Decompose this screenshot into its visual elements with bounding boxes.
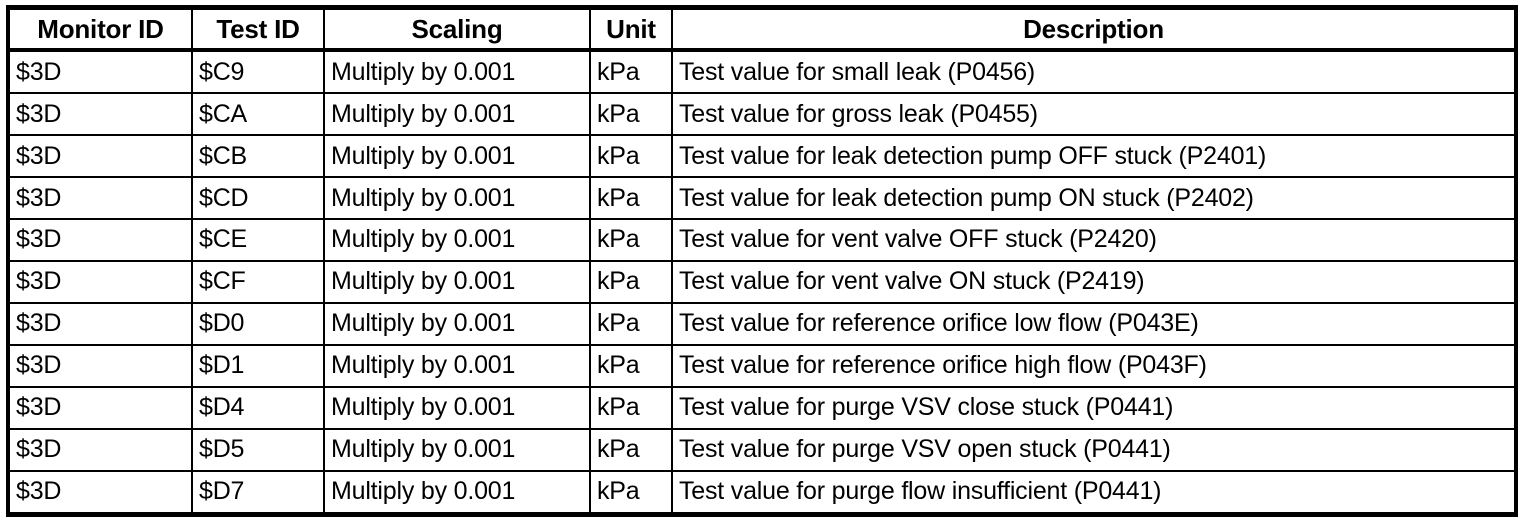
table-cell: Test value for reference orifice high fl… bbox=[671, 343, 1517, 388]
table-cell: Multiply by 0.001 bbox=[323, 301, 591, 346]
table-cell: $3D bbox=[7, 343, 193, 388]
column-header-test-id: Test ID bbox=[191, 6, 325, 52]
table-body: $3D $C9 Multiply by 0.001 kPa Test value for… bbox=[7, 48, 1517, 516]
table-cell: $CA bbox=[191, 92, 325, 137]
table-cell: $D0 bbox=[191, 301, 325, 346]
table-cell: kPa bbox=[589, 385, 673, 430]
table-row: $3D $CA Multiply by 0.001 kPa Test value for… bbox=[7, 92, 1517, 137]
table-cell: $3D bbox=[7, 259, 193, 304]
table-row: $3D $CF Multiply by 0.001 kPa Test value for… bbox=[7, 259, 1517, 304]
table-cell: Test value for gross leak (P0455) bbox=[671, 92, 1517, 137]
table-cell: $3D bbox=[7, 301, 193, 346]
table-cell: Multiply by 0.001 bbox=[323, 343, 591, 388]
table-cell: Multiply by 0.001 bbox=[323, 134, 591, 179]
table-cell: $D1 bbox=[191, 343, 325, 388]
table-cell: $C9 bbox=[191, 48, 325, 95]
table-cell: $3D bbox=[7, 385, 193, 430]
table-row: $3D $CB Multiply by 0.001 kPa Test value for… bbox=[7, 134, 1517, 179]
table-cell: $3D bbox=[7, 427, 193, 472]
table-cell: $3D bbox=[7, 176, 193, 221]
table-cell: Multiply by 0.001 bbox=[323, 176, 591, 221]
table-cell: $3D bbox=[7, 48, 193, 95]
table-cell: $D7 bbox=[191, 469, 325, 516]
table-row: $3D $D0 Multiply by 0.001 kPa Test value for… bbox=[7, 301, 1517, 346]
table-cell: kPa bbox=[589, 176, 673, 221]
table-cell: $CF bbox=[191, 259, 325, 304]
table-row: $3D $D7 Multiply by 0.001 kPa Test value for… bbox=[7, 469, 1517, 516]
table-cell: $D4 bbox=[191, 385, 325, 430]
table-cell: kPa bbox=[589, 469, 673, 516]
table-row: $3D $D5 Multiply by 0.001 kPa Test value for… bbox=[7, 427, 1517, 472]
table-row: $3D $CD Multiply by 0.001 kPa Test value for… bbox=[7, 176, 1517, 221]
table-cell: kPa bbox=[589, 218, 673, 262]
table-cell: Test value for leak detection pump OFF s… bbox=[671, 134, 1517, 179]
monitor-test-spec-table: Monitor ID Test ID Scaling Unit Description … bbox=[6, 5, 1518, 517]
table-cell: Multiply by 0.001 bbox=[323, 385, 591, 430]
table-cell: Multiply by 0.001 bbox=[323, 259, 591, 304]
column-header-scaling: Scaling bbox=[323, 6, 591, 52]
table-cell: kPa bbox=[589, 259, 673, 304]
table-cell: Multiply by 0.001 bbox=[323, 92, 591, 137]
table-row: $3D $D1 Multiply by 0.001 kPa Test value for… bbox=[7, 343, 1517, 388]
table-cell: Test value for purge VSV close stuck (P0… bbox=[671, 385, 1517, 430]
table-cell: kPa bbox=[589, 301, 673, 346]
table-cell: Multiply by 0.001 bbox=[323, 469, 591, 516]
table-cell: $3D bbox=[7, 134, 193, 179]
table-cell: $CD bbox=[191, 176, 325, 221]
table-cell: kPa bbox=[589, 92, 673, 137]
table-row: $3D $CE Multiply by 0.001 kPa Test value for… bbox=[7, 218, 1517, 262]
column-header-unit: Unit bbox=[589, 6, 673, 52]
table-cell: $3D bbox=[7, 92, 193, 137]
table-cell: Multiply by 0.001 bbox=[323, 218, 591, 262]
table-cell: kPa bbox=[589, 427, 673, 472]
table-row: $3D $D4 Multiply by 0.001 kPa Test value for… bbox=[7, 385, 1517, 430]
table-cell: $3D bbox=[7, 469, 193, 516]
table-cell: Test value for leak detection pump ON st… bbox=[671, 176, 1517, 221]
header-row: Monitor ID Test ID Scaling Unit Description bbox=[7, 6, 1517, 52]
column-header-description: Description bbox=[671, 6, 1517, 52]
column-header-monitor-id: Monitor ID bbox=[7, 6, 193, 52]
table-cell: kPa bbox=[589, 343, 673, 388]
table-cell: Test value for reference orifice low flo… bbox=[671, 301, 1517, 346]
table-row: $3D $C9 Multiply by 0.001 kPa Test value for… bbox=[7, 48, 1517, 95]
table-cell: $CE bbox=[191, 218, 325, 262]
table-cell: $CB bbox=[191, 134, 325, 179]
table-cell: kPa bbox=[589, 134, 673, 179]
table-cell: kPa bbox=[589, 48, 673, 95]
table-cell: Test value for small leak (P0456) bbox=[671, 48, 1517, 95]
table-cell: Test value for vent valve ON stuck (P241… bbox=[671, 259, 1517, 304]
table-cell: Multiply by 0.001 bbox=[323, 427, 591, 472]
table-cell: $D5 bbox=[191, 427, 325, 472]
table-cell: Test value for purge VSV open stuck (P04… bbox=[671, 427, 1517, 472]
table-cell: $3D bbox=[7, 218, 193, 262]
table-cell: Multiply by 0.001 bbox=[323, 48, 591, 95]
table-cell: Test value for purge flow insufficient (… bbox=[671, 469, 1517, 516]
table-cell: Test value for vent valve OFF stuck (P24… bbox=[671, 218, 1517, 262]
